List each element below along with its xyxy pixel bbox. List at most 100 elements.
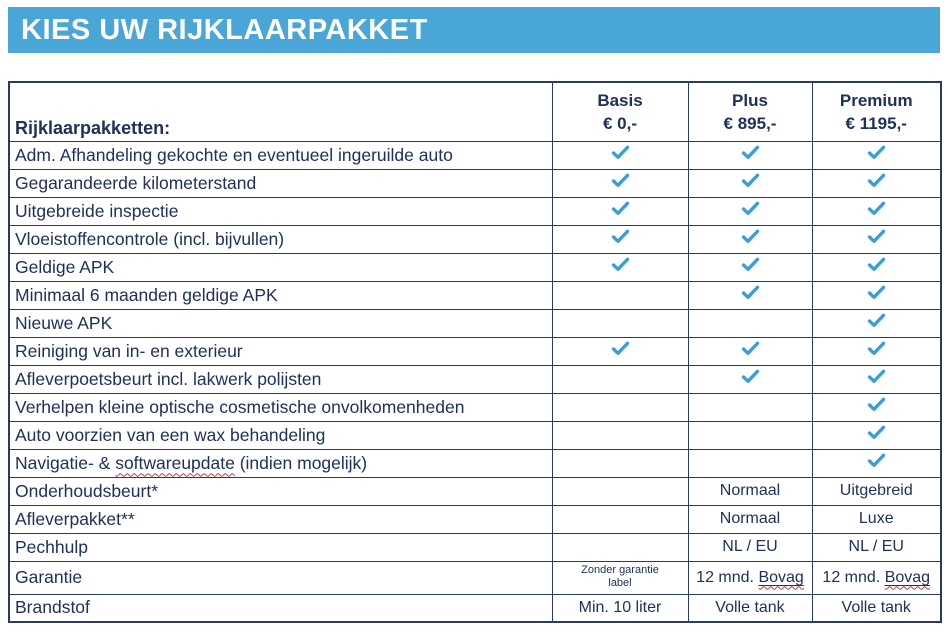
spellcheck-squiggle: softwareupdate — [115, 452, 235, 473]
feature-value-basis — [551, 392, 689, 422]
feature-label: Afleverpoetsbeurt incl. lakwerk polijste… — [8, 364, 553, 394]
feature-value-basis — [551, 532, 689, 562]
check-icon — [611, 173, 630, 188]
check-icon — [867, 257, 886, 272]
feature-label: Geldige APK — [8, 252, 553, 282]
underlined-word: Bovag — [758, 568, 804, 586]
table-row: Navigatie- & softwareupdate (indien moge… — [8, 448, 942, 478]
check-icon — [741, 201, 760, 216]
feature-value-basis — [551, 196, 689, 226]
check-icon — [867, 201, 886, 216]
feature-value-plus — [687, 280, 813, 310]
feature-label: Nieuwe APK — [8, 308, 553, 338]
package-name: Premium — [839, 90, 913, 110]
feature-value-basis — [551, 420, 689, 450]
check-icon — [867, 145, 886, 160]
feature-value-plus — [687, 196, 813, 226]
feature-value-basis — [551, 140, 689, 170]
feature-label: Verhelpen kleine optische cosmetische on… — [8, 392, 553, 422]
feature-value-premium — [811, 336, 942, 366]
table-row: Afleverpoetsbeurt incl. lakwerk polijste… — [8, 364, 942, 394]
feature-value-premium — [811, 252, 942, 282]
check-icon — [867, 313, 886, 328]
feature-label: Garantie — [8, 560, 553, 595]
feature-value-premium — [811, 140, 942, 170]
table-row: Vloeistoffencontrole (incl. bijvullen) — [8, 224, 942, 254]
feature-value-premium — [811, 224, 942, 254]
package-price: € 895,- — [723, 113, 777, 133]
check-icon — [867, 453, 886, 468]
check-icon — [611, 341, 630, 356]
table-row: Onderhoudsbeurt* Normaal Uitgebreid — [8, 476, 942, 506]
feature-value-premium: Uitgebreid — [811, 476, 942, 506]
feature-value-premium — [811, 280, 942, 310]
feature-label: Uitgebreide inspectie — [8, 196, 553, 226]
check-icon — [741, 285, 760, 300]
table-row: Auto voorzien van een wax behandeling — [8, 420, 942, 450]
table-header-row: Rijklaarpakketten: Basis € 0,- Plus € 89… — [8, 81, 942, 142]
feature-value-premium — [811, 392, 942, 422]
feature-value-premium — [811, 168, 942, 198]
check-icon — [741, 145, 760, 160]
feature-value-plus — [687, 364, 813, 394]
feature-label: Reiniging van in- en exterieur — [8, 336, 553, 366]
feature-value-basis — [551, 448, 689, 478]
package-name: Plus — [732, 90, 768, 110]
feature-value-basis: Min. 10 liter — [551, 593, 689, 623]
table-row: Nieuwe APK — [8, 308, 942, 338]
table-row: Gegarandeerde kilometerstand — [8, 168, 942, 198]
feature-value-plus — [687, 308, 813, 338]
feature-value-premium — [811, 448, 942, 478]
feature-value-basis — [551, 280, 689, 310]
check-icon — [741, 341, 760, 356]
check-icon — [741, 229, 760, 244]
check-icon — [867, 397, 886, 412]
feature-value-basis — [551, 224, 689, 254]
spellcheck-squiggle: Bovag — [758, 569, 803, 586]
feature-value-plus: Normaal — [687, 504, 813, 534]
table-row: Afleverpakket** Normaal Luxe — [8, 504, 942, 534]
table-row: Reiniging van in- en exterieur — [8, 336, 942, 366]
feature-value-plus — [687, 224, 813, 254]
check-icon — [867, 229, 886, 244]
check-icon — [867, 425, 886, 440]
table-row: Verhelpen kleine optische cosmetische on… — [8, 392, 942, 422]
feature-label: Onderhoudsbeurt* — [8, 476, 553, 506]
feature-value-plus — [687, 448, 813, 478]
feature-value-premium — [811, 420, 942, 450]
package-price: € 0,- — [602, 113, 638, 133]
feature-value-plus: NL / EU — [687, 532, 813, 562]
underlined-word: Bovag — [884, 568, 931, 586]
column-header-plus: Plus € 895,- — [687, 81, 813, 142]
column-header-basis: Basis € 0,- — [551, 81, 689, 142]
table-row: Geldige APK — [8, 252, 942, 282]
table-row: Brandstof Min. 10 liter Volle tank Volle ta… — [8, 593, 942, 623]
small-note: Zonder garantie label — [581, 564, 659, 589]
check-icon — [611, 145, 630, 160]
check-icon — [741, 257, 760, 272]
feature-value-premium — [811, 308, 942, 338]
check-icon — [867, 173, 886, 188]
feature-value-basis — [551, 476, 689, 506]
feature-value-plus — [687, 140, 813, 170]
check-icon — [611, 201, 630, 216]
feature-label: Auto voorzien van een wax behandeling — [8, 420, 553, 450]
check-icon — [741, 173, 760, 188]
package-name: Basis — [597, 90, 643, 110]
feature-label: Brandstof — [8, 593, 553, 623]
feature-value-basis — [551, 336, 689, 366]
check-icon — [867, 341, 886, 356]
check-icon — [867, 285, 886, 300]
package-comparison-table: Rijklaarpakketten: Basis € 0,- Plus € 89… — [8, 81, 942, 623]
feature-value-basis — [551, 364, 689, 394]
feature-value-premium: Volle tank — [811, 593, 942, 623]
check-icon — [741, 369, 760, 384]
feature-value-basis: Zonder garantie label — [551, 560, 689, 595]
feature-value-basis — [551, 308, 689, 338]
feature-value-basis — [551, 504, 689, 534]
table-row: Adm. Afhandeling gekochte en eventueel i… — [8, 140, 942, 170]
page-banner: KIES UW RIJKLAARPAKKET — [8, 7, 940, 53]
feature-value-plus: Volle tank — [687, 593, 813, 623]
feature-label: Vloeistoffencontrole (incl. bijvullen) — [8, 224, 553, 254]
feature-value-premium — [811, 364, 942, 394]
